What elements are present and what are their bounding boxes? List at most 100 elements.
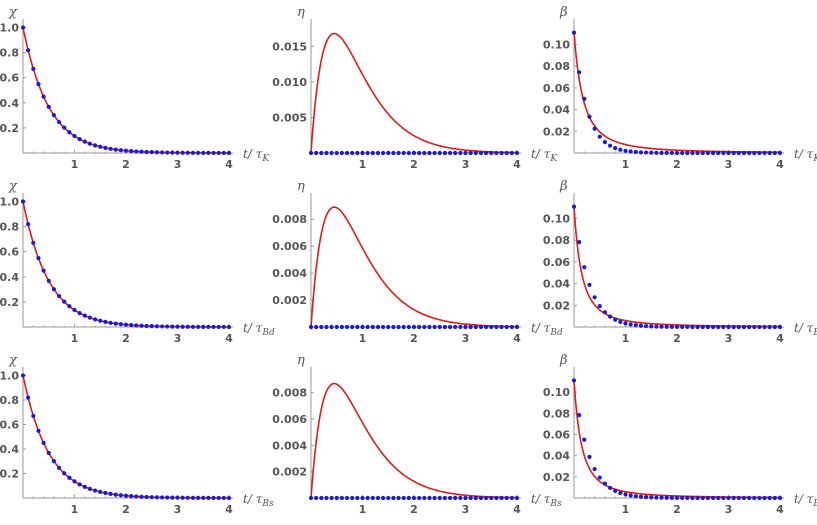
data-point: [427, 495, 432, 501]
data-point: [396, 324, 401, 330]
data-point: [633, 494, 638, 499]
data-point: [360, 495, 365, 501]
data-point: [56, 293, 62, 299]
y-tick-label: 0.04: [543, 278, 570, 291]
y-axis-label: η: [297, 353, 305, 368]
data-point: [700, 495, 705, 501]
y-tick-label: 0.008: [272, 387, 307, 400]
data-point: [319, 324, 324, 330]
data-point: [190, 150, 196, 155]
data-point: [669, 324, 674, 329]
data-point: [757, 150, 762, 156]
data-point: [473, 150, 478, 156]
data-point: [149, 495, 154, 500]
y-tick-label: 0.002: [272, 294, 307, 307]
data-point: [736, 495, 741, 501]
data-point: [226, 495, 232, 501]
data-point: [752, 495, 757, 501]
x-tick-label: 3: [725, 503, 733, 516]
data-point: [82, 484, 87, 489]
x-tick-label: 2: [122, 158, 130, 171]
data-point: [334, 495, 339, 501]
data-point: [577, 70, 582, 75]
data-point: [772, 495, 777, 501]
x-axis-label-main: t/ τ: [243, 492, 263, 506]
data-point: [129, 494, 134, 499]
data-point: [494, 324, 499, 330]
data-point: [196, 150, 201, 155]
x-axis-label: t/ τK: [531, 147, 558, 164]
data-point: [93, 488, 98, 493]
data-point: [437, 324, 442, 330]
data-point: [710, 324, 716, 330]
x-axis-label-main: t/ τ: [531, 492, 551, 506]
y-tick-label: 0.04: [543, 450, 570, 463]
data-point: [123, 322, 129, 327]
series-curve: [573, 380, 781, 499]
data-point: [685, 495, 690, 501]
data-point: [726, 324, 731, 330]
data-point: [386, 495, 391, 501]
y-tick-label: 0.02: [543, 125, 570, 138]
data-point: [201, 324, 206, 329]
data-point: [196, 495, 201, 500]
data-point: [504, 495, 509, 501]
data-point: [777, 150, 783, 156]
x-tick-label: 4: [225, 332, 233, 345]
x-axis-label-main: t/ τ: [531, 147, 551, 161]
x-axis-label-main: t/ τ: [531, 321, 551, 335]
data-point: [680, 324, 685, 330]
data-point: [381, 495, 386, 501]
data-point: [113, 147, 118, 152]
data-point: [98, 318, 103, 323]
data-point: [741, 495, 747, 501]
x-tick-label: 4: [513, 503, 521, 516]
data-point: [721, 324, 726, 330]
data-point: [514, 324, 520, 330]
data-point: [62, 299, 67, 304]
data-point: [618, 319, 623, 324]
data-point: [123, 148, 129, 153]
data-point: [185, 150, 190, 155]
data-point: [638, 323, 644, 328]
data-point: [484, 495, 489, 501]
data-point: [46, 450, 51, 456]
data-point: [690, 150, 695, 156]
x-tick-label: 3: [462, 503, 470, 516]
data-point: [20, 199, 26, 204]
data-point: [72, 479, 77, 484]
data-point: [690, 495, 695, 501]
data-point: [767, 324, 772, 330]
data-point: [134, 323, 139, 328]
data-point: [406, 150, 411, 156]
data-point: [633, 323, 638, 328]
data-point: [736, 324, 741, 330]
data-point: [308, 495, 314, 501]
x-tick-label: 3: [462, 332, 470, 345]
y-tick-label: 0.010: [272, 76, 307, 89]
y-tick-label: 0.08: [543, 407, 570, 420]
x-tick-label: 3: [174, 158, 182, 171]
data-point: [20, 25, 26, 30]
x-axis-label-main: t/ τ: [794, 492, 814, 506]
data-point: [633, 149, 638, 155]
data-point: [314, 150, 319, 156]
x-axis-label-sub: Bs: [549, 499, 562, 509]
x-axis-label-main: t/ τ: [794, 321, 814, 335]
data-point: [401, 324, 406, 330]
x-tick-label: 2: [673, 158, 681, 171]
data-point: [602, 139, 608, 145]
data-point: [664, 495, 669, 500]
x-tick-label: 3: [174, 332, 182, 345]
data-point: [360, 324, 365, 330]
x-axis-label: t/ τBs: [243, 492, 274, 509]
data-point: [175, 150, 180, 155]
x-tick-label: 4: [776, 158, 784, 171]
data-point: [396, 495, 401, 501]
x-axis-label-sub: Bd: [261, 328, 275, 338]
y-tick-label: 0.06: [543, 82, 570, 95]
data-point: [329, 495, 334, 501]
data-point: [386, 150, 391, 156]
data-point: [381, 150, 386, 156]
data-point: [314, 495, 319, 501]
